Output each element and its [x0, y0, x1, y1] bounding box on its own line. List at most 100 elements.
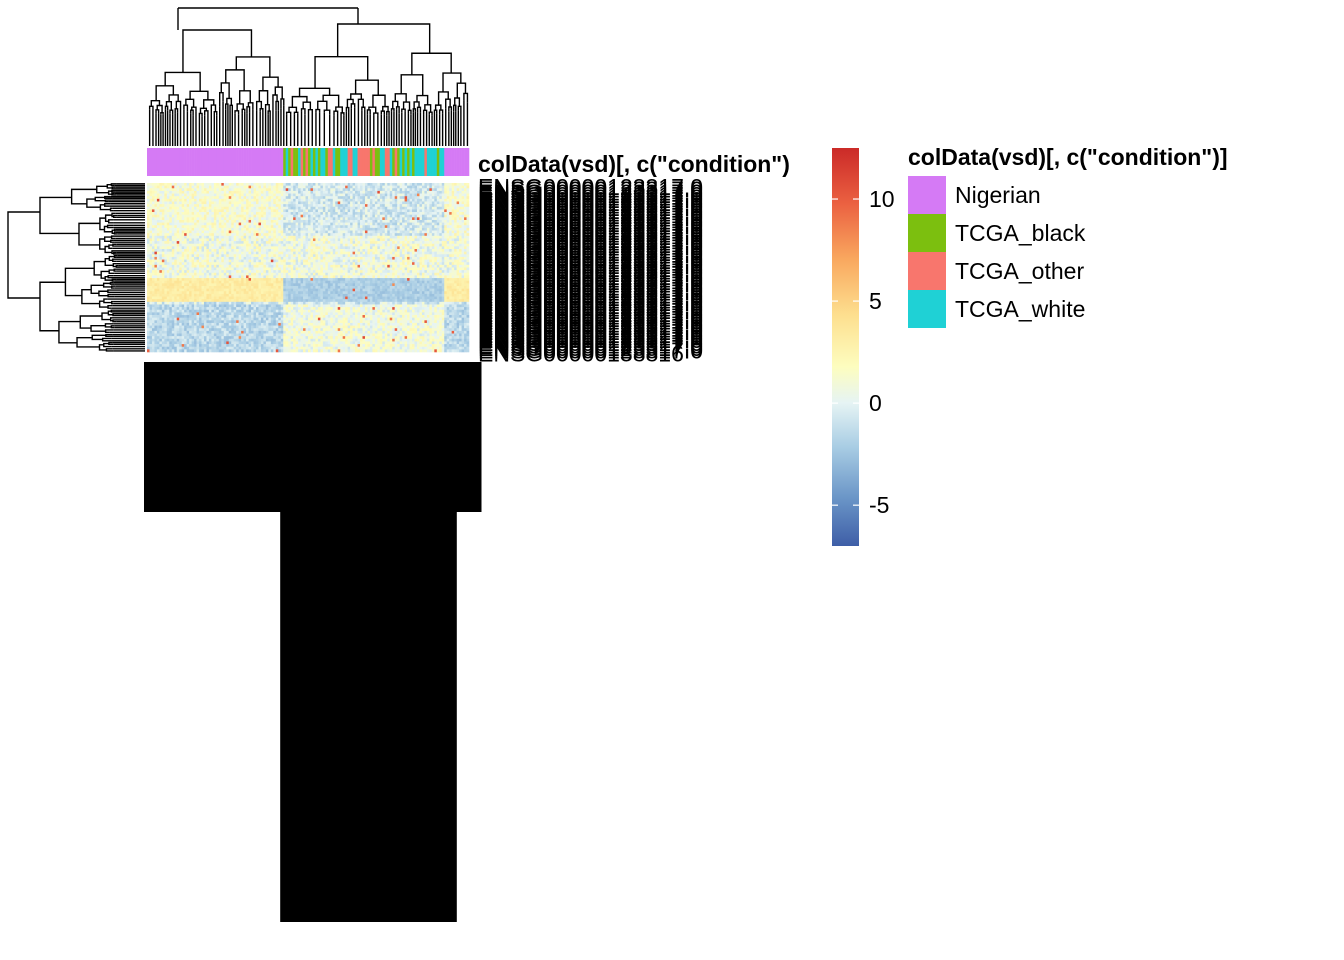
heatmap-cell	[238, 256, 242, 260]
annotation-cell	[226, 148, 230, 176]
heatmap-cell	[429, 193, 433, 197]
heatmap-cell	[369, 264, 373, 268]
heatmap-cell	[434, 222, 438, 226]
heatmap-cell	[367, 235, 371, 239]
heatmap-cell	[166, 246, 170, 250]
heatmap-cell	[330, 249, 334, 252]
heatmap-cell	[265, 272, 269, 276]
heatmap-cell	[402, 206, 405, 210]
dendrogram-branch	[234, 110, 240, 115]
heatmap-cell	[397, 217, 400, 221]
annotation-cell	[179, 148, 182, 176]
heatmap-cell	[243, 222, 247, 226]
heatmap-cell	[154, 212, 158, 215]
heatmap-cell	[369, 262, 373, 266]
heatmap-cell	[322, 254, 326, 258]
heatmap-cell	[374, 225, 378, 229]
heatmap-cell	[283, 193, 287, 197]
heatmap-cell	[208, 256, 212, 260]
dendrogram-branch	[456, 82, 467, 98]
heatmap-cell	[446, 209, 450, 213]
heatmap-cell	[350, 267, 353, 271]
dendrogram-branch	[107, 310, 114, 316]
heatmap-cell	[189, 254, 192, 258]
heatmap-cell	[369, 193, 373, 197]
heatmap-cell	[156, 204, 160, 208]
dendrogram-branch	[110, 325, 115, 329]
heatmap-cell	[303, 183, 306, 186]
heatmap-cell	[431, 235, 435, 239]
heatmap-cell	[384, 246, 388, 250]
annotation-cell	[208, 148, 212, 176]
heatmap-cell	[340, 233, 343, 237]
heatmap-cell	[300, 219, 304, 223]
heatmap-cell	[404, 201, 408, 205]
heatmap-cell	[456, 267, 460, 271]
heatmap-cell	[303, 196, 306, 200]
heatmap-cell	[295, 230, 299, 234]
heatmap-cell	[449, 214, 452, 218]
heatmap-cell	[347, 270, 351, 274]
heatmap-cell	[164, 222, 168, 226]
heatmap-cell	[412, 219, 415, 223]
heatmap-cell	[312, 256, 316, 260]
heatmap-cell	[179, 201, 182, 205]
heatmap-cell	[228, 217, 232, 221]
heatmap-cell	[367, 190, 371, 194]
heatmap-cell	[451, 183, 455, 186]
heatmap-cell	[424, 241, 428, 245]
heatmap-cell	[317, 193, 321, 197]
heatmap-cell	[325, 188, 329, 192]
heatmap-cell	[407, 249, 410, 252]
heatmap-cell	[169, 190, 173, 194]
heatmap-cell	[315, 241, 319, 245]
heatmap-cell	[412, 190, 415, 194]
heatmap-cell	[444, 183, 448, 186]
heatmap-cell	[384, 183, 388, 186]
heatmap-cell	[147, 217, 150, 221]
heatmap-cell	[439, 201, 443, 205]
heatmap-cell	[352, 217, 356, 221]
dendrogram-branch	[433, 109, 438, 114]
heatmap-cell	[379, 185, 383, 189]
heatmap-cell	[255, 185, 259, 189]
heatmap-cell	[426, 230, 430, 234]
heatmap-cell	[211, 185, 215, 189]
heatmap-cell	[374, 230, 378, 234]
heatmap-cell	[459, 259, 462, 263]
heatmap-cell	[179, 251, 182, 255]
dendrogram-branch	[160, 112, 164, 115]
heatmap-cell	[149, 193, 153, 197]
heatmap-cell	[360, 264, 363, 268]
heatmap-cell	[305, 209, 309, 213]
heatmap-cell	[330, 256, 334, 260]
heatmap-cell	[208, 188, 212, 192]
heatmap-cell	[246, 246, 249, 250]
heatmap-cell	[362, 188, 366, 192]
heatmap-cell	[270, 183, 274, 186]
heatmap-cell	[216, 227, 220, 231]
heatmap-cell	[159, 235, 163, 239]
heatmap-cell	[352, 267, 356, 271]
heatmap-cell	[459, 246, 462, 250]
heatmap-cell	[426, 193, 430, 197]
heatmap-cell	[429, 214, 433, 218]
heatmap-cell	[174, 206, 178, 210]
heatmap-cell	[347, 259, 351, 263]
heatmap-cell	[251, 254, 254, 258]
heatmap-cell	[382, 259, 386, 263]
heatmap-cell	[441, 241, 445, 245]
heatmap-cell	[211, 225, 215, 229]
heatmap-cell	[456, 225, 460, 229]
dendrogram-branch	[411, 52, 452, 75]
heatmap-cell	[421, 209, 425, 213]
heatmap-cell	[285, 256, 289, 260]
heatmap-cell	[419, 233, 423, 237]
annotation-cell	[263, 148, 267, 176]
heatmap-cell	[441, 225, 445, 229]
heatmap-cell	[340, 183, 343, 186]
dendrogram-branch	[98, 300, 109, 308]
heatmap-cell	[439, 243, 443, 247]
heatmap-cell	[201, 217, 205, 221]
heatmap-cell	[251, 185, 254, 189]
